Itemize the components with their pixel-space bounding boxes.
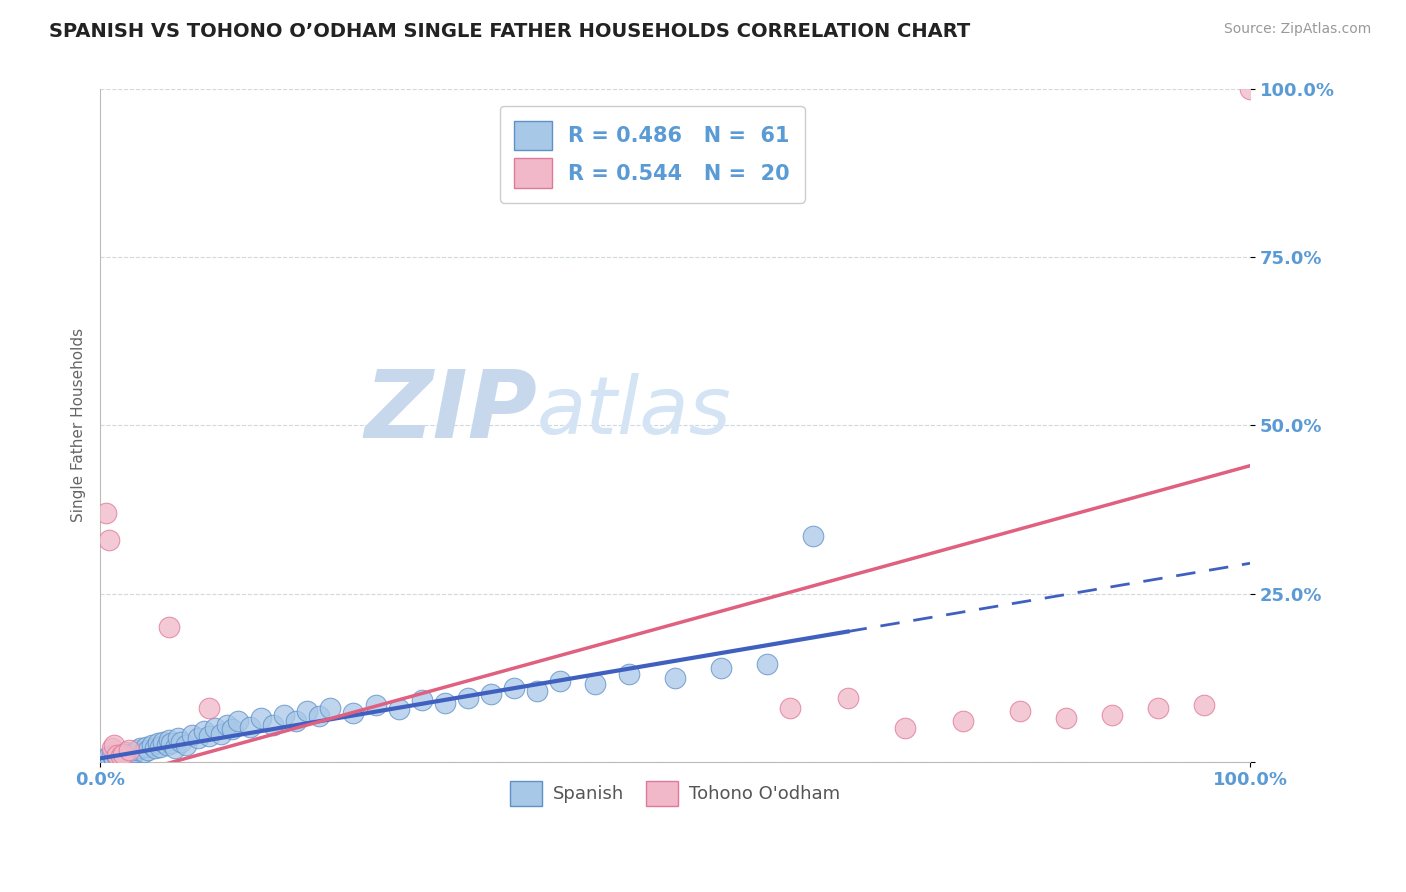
Point: [157, 733, 180, 747]
Point: [1054, 711, 1077, 725]
Point: [226, 714, 249, 729]
Point: [503, 681, 526, 695]
Point: [181, 728, 204, 742]
Point: [548, 673, 571, 688]
Point: [112, 747, 135, 761]
Point: [176, 738, 198, 752]
Point: [156, 738, 179, 752]
Text: SPANISH VS TOHONO O’ODHAM SINGLE FATHER HOUSEHOLDS CORRELATION CHART: SPANISH VS TOHONO O’ODHAM SINGLE FATHER …: [49, 22, 970, 41]
Point: [388, 702, 411, 716]
Point: [105, 747, 128, 762]
Point: [152, 734, 174, 748]
Point: [209, 726, 232, 740]
Point: [135, 739, 157, 754]
Point: [160, 736, 183, 750]
Point: [132, 745, 155, 759]
Point: [756, 657, 779, 672]
Point: [124, 745, 146, 759]
Point: [262, 718, 284, 732]
Point: [215, 718, 238, 732]
Point: [138, 742, 160, 756]
Point: [98, 533, 121, 547]
Point: [143, 741, 166, 756]
Point: [411, 693, 433, 707]
Point: [204, 721, 226, 735]
Point: [295, 704, 318, 718]
Point: [121, 747, 143, 762]
Point: [110, 747, 132, 761]
Y-axis label: Single Father Households: Single Father Households: [72, 328, 86, 523]
Point: [1101, 707, 1123, 722]
Text: ZIP: ZIP: [364, 366, 537, 458]
Point: [193, 724, 215, 739]
Point: [163, 741, 186, 756]
Point: [273, 707, 295, 722]
Point: [894, 721, 917, 735]
Point: [114, 745, 136, 759]
Point: [100, 741, 122, 756]
Text: atlas: atlas: [537, 373, 733, 450]
Point: [583, 677, 606, 691]
Point: [187, 731, 209, 746]
Point: [1010, 704, 1032, 718]
Point: [221, 723, 243, 737]
Point: [479, 688, 502, 702]
Point: [118, 747, 141, 761]
Point: [98, 749, 121, 764]
Point: [112, 747, 135, 762]
Text: Source: ZipAtlas.com: Source: ZipAtlas.com: [1223, 22, 1371, 37]
Point: [366, 698, 388, 712]
Point: [1147, 701, 1170, 715]
Point: [250, 711, 273, 725]
Point: [952, 714, 974, 729]
Point: [103, 751, 125, 765]
Point: [664, 671, 686, 685]
Point: [284, 714, 307, 729]
Point: [239, 720, 262, 734]
Point: [129, 741, 152, 756]
Point: [434, 696, 457, 710]
Point: [342, 706, 364, 721]
Point: [169, 734, 191, 748]
Point: [617, 667, 640, 681]
Point: [1239, 82, 1261, 96]
Point: [779, 701, 801, 715]
Point: [308, 709, 330, 723]
Point: [526, 684, 548, 698]
Point: [457, 690, 479, 705]
Point: [100, 747, 122, 762]
Point: [1192, 698, 1215, 712]
Point: [105, 749, 128, 764]
Point: [319, 701, 342, 715]
Point: [837, 690, 859, 705]
Point: [146, 736, 169, 750]
Point: [141, 738, 163, 752]
Point: [94, 751, 117, 765]
Point: [110, 749, 132, 764]
Point: [125, 742, 148, 756]
Point: [710, 660, 733, 674]
Legend: Spanish, Tohono O'odham: Spanish, Tohono O'odham: [502, 773, 848, 814]
Point: [157, 620, 180, 634]
Point: [801, 529, 824, 543]
Point: [198, 729, 221, 743]
Point: [103, 738, 125, 752]
Point: [198, 701, 221, 715]
Point: [94, 506, 117, 520]
Point: [167, 731, 190, 746]
Point: [118, 742, 141, 756]
Point: [149, 739, 172, 754]
